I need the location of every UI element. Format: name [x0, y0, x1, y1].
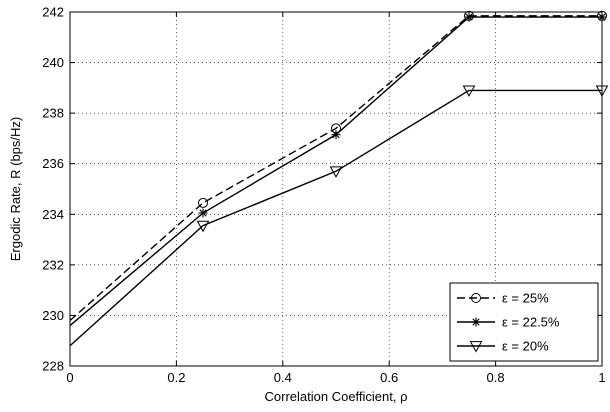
data-point	[198, 197, 208, 208]
legend-label: ε = 20%	[502, 339, 549, 354]
legend-label: ε = 25%	[502, 291, 549, 306]
plot-frame	[69, 11, 603, 367]
x-tick-label: 0.2	[167, 370, 185, 385]
series-0	[69, 10, 607, 322]
series-line	[69, 89, 602, 347]
legend-marker	[471, 317, 481, 327]
tick-labels: 0 0.2 0.4 0.6 0.8 1 228 230 232 234 236 238 240 242	[42, 5, 605, 386]
y-tick-label: 240	[42, 55, 64, 70]
data-point	[464, 12, 474, 22]
data-point	[196, 220, 210, 233]
y-tick-label: 232	[42, 257, 64, 272]
series-layer	[69, 10, 609, 347]
y-tick-label: 242	[42, 5, 64, 20]
legend-label: ε = 22.5%	[502, 315, 560, 330]
y-tick-label: 234	[42, 207, 64, 222]
legend-entry: ε = 25%	[457, 291, 549, 306]
legend-entry: ε = 20%	[457, 339, 549, 354]
series-line	[69, 15, 602, 322]
y-tick-label: 238	[42, 106, 64, 121]
ticks	[69, 11, 603, 367]
y-tick-label: 228	[42, 359, 64, 374]
x-tick-label: 0.6	[380, 370, 398, 385]
y-axis-label: Ergodic Rate, R (bps/Hz)	[8, 117, 23, 262]
legend-marker	[469, 341, 483, 353]
x-tick-label: 1	[598, 370, 605, 385]
legend: ε = 25% ε = 22.5% ε = 20%	[449, 282, 599, 362]
x-axis-label: Correlation Coefficient, ρ	[265, 389, 408, 404]
legend-entry: ε = 22.5%	[457, 315, 560, 330]
data-point	[462, 85, 476, 97]
data-point	[331, 130, 341, 140]
legend-marker	[471, 293, 481, 303]
x-tick-label: 0	[66, 370, 73, 385]
series-1	[69, 12, 607, 327]
y-tick-label: 230	[42, 308, 64, 323]
data-point	[198, 208, 208, 218]
x-tick-label: 0.8	[487, 370, 505, 385]
y-tick-label: 236	[42, 156, 64, 171]
data-point	[329, 166, 343, 178]
x-tick-label: 0.4	[274, 370, 292, 385]
